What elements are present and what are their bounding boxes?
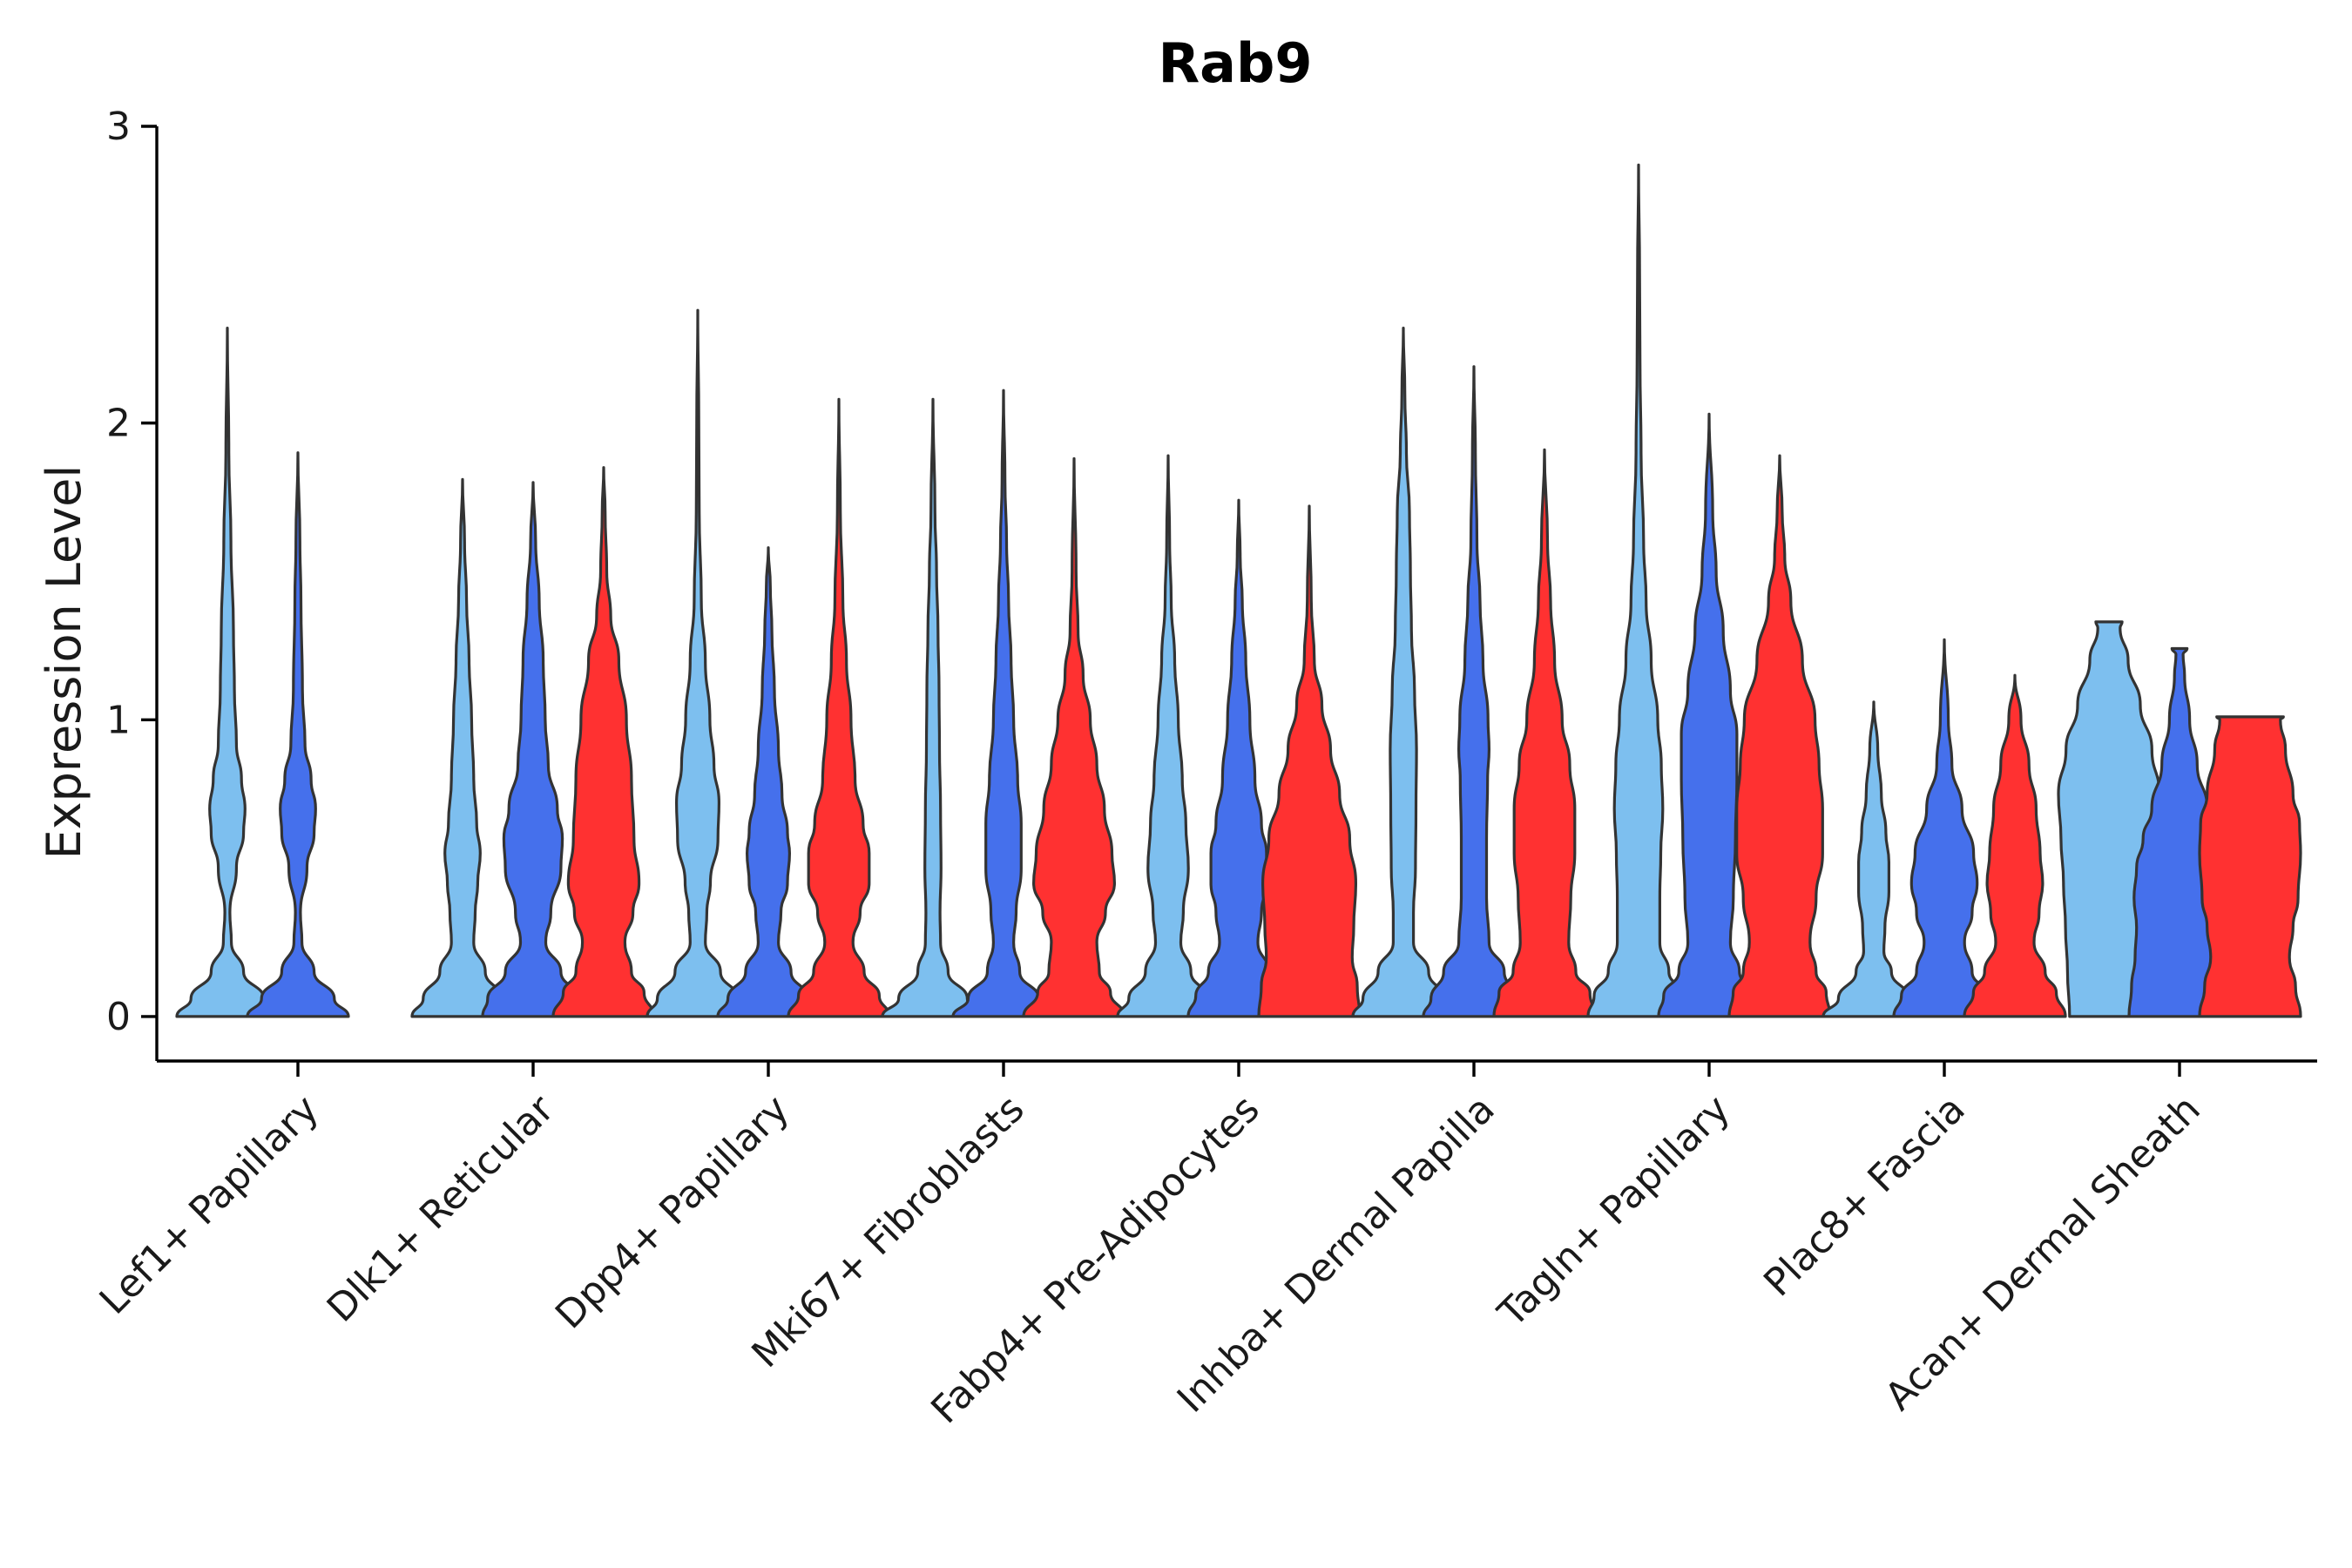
violin-1-1 (481, 481, 585, 1018)
violin-2-1 (716, 546, 821, 1018)
violin-5-2 (1492, 448, 1597, 1018)
x-category-label: Dlk1+ Reticular (319, 1086, 564, 1331)
violin-3-1 (951, 389, 1056, 1018)
y-tick-label: 3 (106, 105, 131, 149)
chart-title: Rab9 (1158, 31, 1312, 95)
violins-layer (175, 163, 2302, 1018)
x-category-label: Plac8+ Fascia (1755, 1087, 1974, 1306)
violin-3-0 (881, 397, 985, 1018)
violin-0-0 (175, 327, 280, 1018)
violin-7-1 (1892, 638, 1997, 1018)
y-tick-label: 0 (106, 995, 131, 1039)
violin-3-2 (1022, 456, 1126, 1018)
x-category-label: Tagln+ Papillary (1490, 1087, 1739, 1336)
y-axis-title: Expression Level (37, 465, 91, 860)
violin-6-2 (1727, 454, 1832, 1018)
violin-8-2 (2198, 715, 2302, 1018)
violin-4-0 (1116, 454, 1220, 1018)
violin-2-2 (787, 397, 891, 1018)
y-tick-label: 2 (106, 402, 131, 446)
violin-7-0 (1821, 700, 1926, 1018)
violin-5-0 (1351, 327, 1456, 1018)
violin-0-1 (246, 451, 350, 1018)
x-category-label: Lef1+ Papillary (91, 1087, 328, 1323)
violin-6-1 (1657, 412, 1761, 1018)
x-category-label: Dpp4+ Papillary (547, 1087, 798, 1338)
violin-5-1 (1422, 365, 1526, 1018)
violin-2-0 (645, 308, 750, 1018)
violin-4-2 (1257, 504, 1362, 1018)
violin-7-2 (1963, 673, 2067, 1018)
violin-1-0 (410, 477, 515, 1018)
violin-1-2 (551, 466, 656, 1018)
violin-6-0 (1586, 163, 1691, 1018)
y-tick-label: 1 (106, 698, 131, 742)
